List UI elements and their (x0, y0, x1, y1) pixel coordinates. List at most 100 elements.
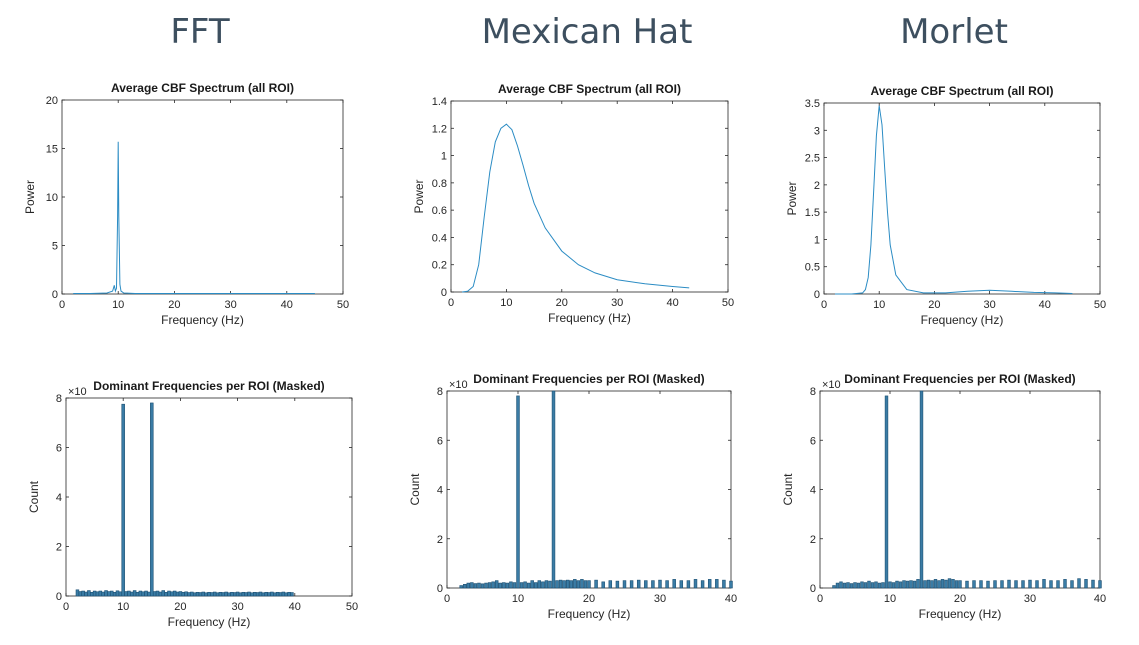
bar (569, 580, 573, 589)
bar (124, 591, 128, 597)
y-tick-label: 0 (441, 287, 447, 299)
y-tick-label: 1.4 (432, 96, 447, 108)
bar (933, 579, 938, 589)
bar (1007, 579, 1011, 589)
bar (958, 580, 962, 589)
bar (255, 592, 260, 597)
x-tick-label: 50 (722, 297, 734, 309)
bar (658, 579, 662, 589)
bar (874, 581, 878, 589)
x-tick-label: 0 (59, 299, 65, 311)
exponent-label: ×10 (822, 379, 841, 391)
x-tick-label: 30 (611, 297, 623, 309)
x-tick-label: 10 (512, 593, 524, 605)
x-tick-label: 10 (873, 299, 885, 311)
plot-frame (446, 390, 732, 589)
plot-frame (823, 102, 1101, 295)
bar (224, 591, 228, 597)
bar (473, 583, 478, 589)
y-tick-label: 20 (46, 95, 58, 107)
x-tick-label: 30 (224, 299, 236, 311)
bar (84, 591, 88, 597)
bar (95, 591, 100, 597)
bar (115, 590, 120, 597)
bar (141, 591, 145, 597)
bar (846, 582, 850, 589)
y-tick-label: 2 (437, 534, 443, 546)
bar (576, 580, 581, 589)
bar (923, 580, 927, 589)
bar (81, 590, 85, 597)
x-tick-label: 0 (817, 593, 823, 605)
bar (1042, 579, 1046, 589)
bar (90, 591, 94, 597)
bar (264, 591, 268, 597)
y-tick-label: 3.5 (805, 98, 820, 110)
bar (919, 390, 924, 589)
y-tick-label: 8 (56, 393, 62, 405)
bar (930, 580, 934, 589)
chart-line-morlet: 0 10 20 30 40 50 0 0.5 1 1.5 2 2.5 3 3.5 Average CBF S… (785, 84, 1106, 327)
bar (979, 580, 983, 589)
y-tick-label: 0 (52, 289, 58, 301)
column-title-morlet: Morlet (900, 12, 1008, 52)
bar (267, 592, 271, 597)
bar (863, 582, 868, 589)
y-tick-label: 0.5 (805, 262, 820, 274)
chart-title: Average CBF Spectrum (all ROI) (498, 82, 681, 96)
bar (158, 591, 163, 597)
column-title-fft: FFT (170, 12, 230, 52)
bar (250, 592, 254, 597)
bar (184, 591, 188, 597)
bar (835, 582, 840, 589)
chart-line-mexican-hat: 0 10 20 30 40 50 0 0.2 0.4 0.6 0.8 1 1.2 1.4 Average C… (412, 82, 734, 325)
bar (715, 579, 719, 589)
x-axis-label: Frequency (Hz) (168, 615, 251, 629)
chart-title: Dominant Frequencies per ROI (Masked) (844, 372, 1075, 386)
bar (112, 591, 117, 597)
y-tick-label: 1.2 (432, 123, 447, 135)
y-tick-label: 5 (52, 241, 58, 253)
bar (672, 579, 676, 589)
bar (679, 580, 684, 589)
bar (172, 590, 177, 597)
bar (195, 591, 200, 597)
bar (484, 582, 488, 589)
bar (926, 579, 931, 589)
bar (912, 580, 917, 589)
bar (244, 592, 248, 597)
bar (1070, 580, 1074, 589)
y-tick-label: 1.5 (805, 207, 820, 219)
bar (972, 580, 976, 589)
x-tick-label: 40 (1039, 299, 1051, 311)
x-tick-label: 30 (231, 601, 243, 613)
bar (230, 591, 234, 597)
plot-frame (65, 397, 353, 597)
bar (530, 580, 534, 589)
bar (636, 579, 641, 589)
bar (1063, 579, 1067, 589)
bar (275, 591, 280, 597)
bar (92, 590, 97, 597)
bar (565, 579, 570, 589)
bar (898, 581, 903, 589)
bar (916, 579, 920, 589)
bar (707, 579, 712, 589)
bar (537, 580, 542, 589)
chart-bar-morlet: 0 10 20 30 40 0 2 4 6 8 ×10 Dominant Frequencies pe… (781, 372, 1106, 621)
x-tick-label: 50 (1094, 299, 1106, 311)
x-tick-label: 10 (117, 601, 129, 613)
bar (235, 591, 240, 597)
bar (477, 582, 481, 589)
y-tick-label: 2 (814, 180, 820, 192)
x-axis-label: Frequency (Hz) (919, 607, 1002, 621)
y-tick-label: 10 (46, 192, 58, 204)
bar (192, 592, 197, 597)
bar (523, 581, 527, 589)
bar (1035, 580, 1039, 589)
bar (1077, 578, 1081, 589)
bar (281, 591, 286, 597)
bar (870, 582, 875, 589)
x-tick-label: 20 (954, 593, 966, 605)
bar (207, 591, 211, 597)
